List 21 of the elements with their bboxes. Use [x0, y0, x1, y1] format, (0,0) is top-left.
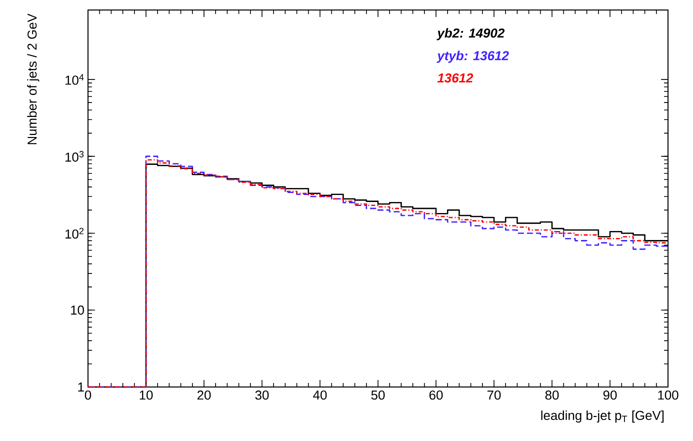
x-tick-label: 80 — [545, 390, 559, 400]
x-tick-label: 60 — [429, 390, 443, 400]
text: ytyb: 13612 — [436, 50, 509, 63]
x-axis-title: leading b-jet p$_{T}$ [GeV] — [541, 410, 664, 423]
x-tick-label: 50 — [371, 390, 385, 400]
x-tick-label: 100 — [658, 390, 678, 400]
x-tick-label: 30 — [255, 390, 269, 400]
x-tick-label: 90 — [603, 390, 617, 400]
text: 13612 — [437, 73, 474, 83]
y-tick-label: 10$^{3}$ — [66, 150, 84, 162]
x-tick-label: 0 — [84, 390, 92, 400]
legend-label: yb2: 14902 — [436, 28, 505, 40]
y-tick-label: 10 — [71, 306, 84, 315]
y-tick-label: 10$^{4}$ — [66, 74, 84, 85]
x-tick-label: 20 — [197, 390, 211, 400]
x-tick-label: 40 — [313, 390, 327, 400]
x-tick-label: 70 — [487, 390, 501, 400]
y-tick-label: 10$^{2}$ — [66, 228, 84, 239]
y-axis-title: Number of jets / 2 GeV — [27, 14, 40, 144]
y-tick-label: 1 — [78, 382, 84, 392]
x-tick-label: 10 — [140, 390, 153, 400]
